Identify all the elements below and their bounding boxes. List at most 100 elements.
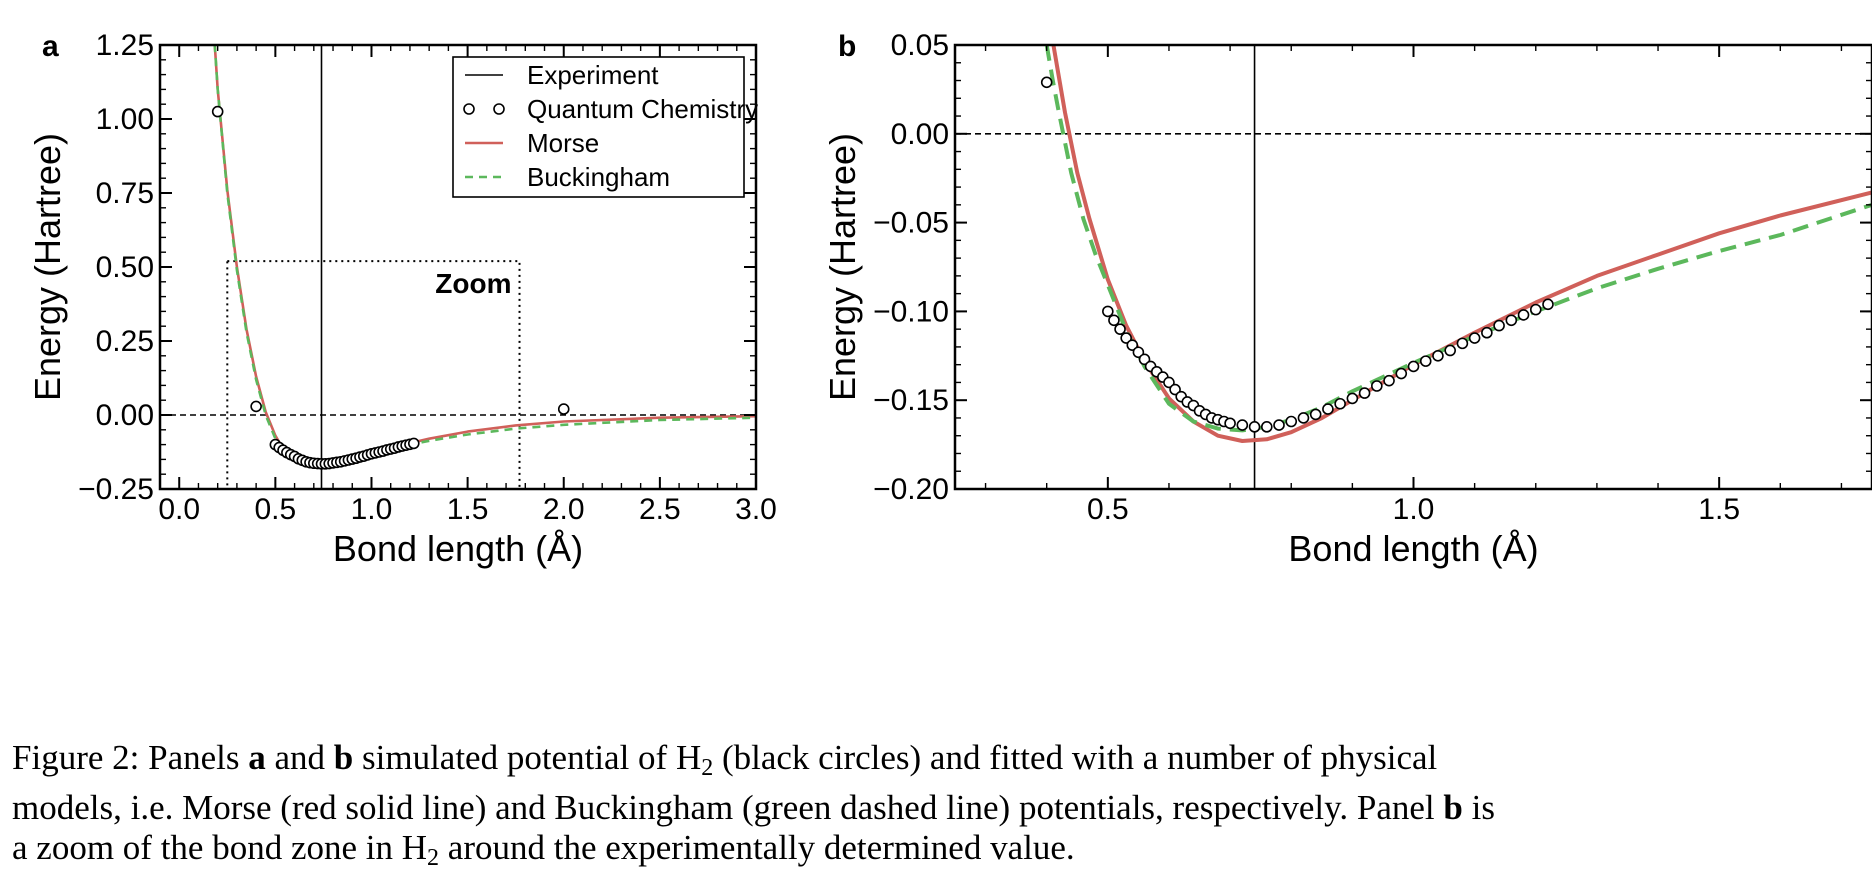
quantum-chemistry-point [1297,412,1310,424]
plot-area [955,45,1872,489]
figure: Zoom 0.0 0.5 1.0 1.5 2.0 2.5 3.0 −0.25 0.00 0.25 0.… [27,29,1872,569]
quantum-chemistry-point [1456,337,1469,350]
panel-letter: a [42,30,59,63]
x-tick-label: 2.0 [543,493,585,526]
buckingham-curve [1044,45,1872,433]
quantum-chemistry-point [407,437,420,450]
quantum-chemistry-point [1371,380,1383,392]
quantum-chemistry-point [1114,323,1126,335]
legend-label: Quantum Chemistry [527,94,758,124]
panel-b: 0.5 1.0 1.5 −0.20 −0.15 −0.10 −0.05 0.00 0.05 Bon… [822,29,1872,569]
caption-text: simulated potential of H [353,738,702,777]
quantum-chemistry-point [1517,309,1530,321]
caption-bold-b: b [1443,788,1463,827]
caption-text: is [1462,788,1495,827]
caption-text: around the experimentally determined val… [439,828,1075,867]
x-tick-label: 3.0 [735,493,777,526]
y-tick-label: 0.25 [96,325,154,358]
x-tick-label: 0.5 [254,493,296,526]
quantum-chemistry-point [1322,403,1334,415]
caption-text: and [265,738,334,777]
caption-bold-a: a [248,738,266,777]
quantum-chemistry-point [1407,360,1420,373]
quantum-chemistry-point [1236,419,1249,431]
y-axis-label: Energy (Hartree) [27,133,68,401]
legend-quantum-swatch [493,103,505,115]
quantum-chemistry-point [1468,332,1481,344]
x-tick-label: 1.5 [1698,493,1740,526]
quantum-chemistry-point [1419,355,1432,367]
panel-a: Zoom 0.0 0.5 1.0 1.5 2.0 2.5 3.0 −0.25 0.00 0.25 0.… [27,29,777,569]
quantum-chemistry-point [1358,387,1371,399]
quantum-chemistry-point [1273,419,1285,431]
y-tick-label: 0.00 [96,399,154,432]
quantum-chemistry-point [1132,346,1145,359]
legend-frame [452,56,745,198]
legend-label: Morse [527,128,599,158]
legend-quantum-swatch [463,103,475,115]
plot-frame [953,43,1872,491]
quantum-chemistry-point [1108,314,1120,327]
quantum-chemistry-point [1395,367,1408,380]
figure-caption: Figure 2: Panels a and b simulated poten… [12,738,1872,878]
caption-text: (black circles) and fitted with a number… [713,738,1438,777]
y-tick-label: 0.00 [891,118,949,151]
caption-subscript: 2 [701,755,714,781]
x-tick-label: 2.5 [639,493,681,526]
quantum-chemistry-point [1248,421,1261,433]
caption-bold-b: b [333,738,354,777]
y-tick-label: 0.50 [96,251,154,284]
caption-subscript: 2 [427,845,440,871]
quantum-chemistry-point [1444,344,1456,357]
x-axis-label: Bond length (Å) [333,528,583,569]
panel-letter: b [838,30,856,63]
y-tick-label: −0.15 [873,384,949,417]
quantum-chemistry-point [1309,408,1322,421]
quantum-chemistry-point [1432,349,1444,362]
quantum-chemistry-point [1169,383,1181,396]
quantum-chemistry-point [1040,76,1053,89]
x-tick-label: 1.5 [447,493,489,526]
caption-line-2: models, i.e. Morse (red solid line) and … [12,788,1872,828]
quantum-chemistry-point [1505,314,1518,327]
quantum-chemistry-point [1126,339,1139,351]
x-tick-label: 0.0 [158,493,200,526]
y-tick-label: −0.25 [78,473,154,506]
quantum-chemistry-point [1260,421,1273,433]
quantum-chemistry-point [1138,353,1151,366]
quantum-chemistry-point [1285,415,1298,428]
y-tick-label: 1.00 [96,103,154,136]
quantum-chemistry-point [211,105,224,118]
quantum-chemistry-point [1529,303,1542,316]
caption-text: models, i.e. Morse (red solid line) and … [12,788,1444,827]
caption-line-1: Figure 2: Panels a and b simulated poten… [12,738,1872,788]
y-tick-label: 0.05 [891,29,949,62]
x-axis-label: Bond length (Å) [1288,528,1538,569]
quantum-chemistry-point [1493,319,1505,332]
y-tick-label: 1.25 [96,29,154,62]
quantum-chemistry-point [1383,374,1395,387]
caption-text: a zoom of the bond zone in H [12,828,428,867]
quantum-chemistry-point [557,403,570,415]
legend-label: Experiment [527,60,659,90]
quantum-chemistry-point [1481,326,1493,339]
x-tick-label: 1.0 [351,493,393,526]
zoom-label: Zoom [435,268,511,299]
quantum-chemistry-point [250,400,262,413]
quantum-chemistry-point [1346,392,1359,405]
y-tick-label: 0.75 [96,177,154,210]
legend-label: Buckingham [527,162,670,192]
quantum-chemistry-point [1542,298,1554,311]
y-tick-label: −0.05 [873,207,949,240]
x-tick-label: 0.5 [1087,493,1129,526]
y-tick-label: −0.20 [873,473,949,506]
x-tick-label: 1.0 [1393,493,1435,526]
y-tick-label: −0.10 [873,295,949,328]
y-axis-label: Energy (Hartree) [822,133,863,401]
legend: Experiment Quantum Chemistry Morse Buckingh… [452,56,758,198]
caption-line-3: a zoom of the bond zone in H2 around the… [12,828,1872,878]
morse-curve [1051,45,1872,443]
quantum-chemistry-point [1163,376,1175,389]
quantum-chemistry-point [1224,417,1236,430]
caption-text: Figure 2: Panels [12,738,249,777]
